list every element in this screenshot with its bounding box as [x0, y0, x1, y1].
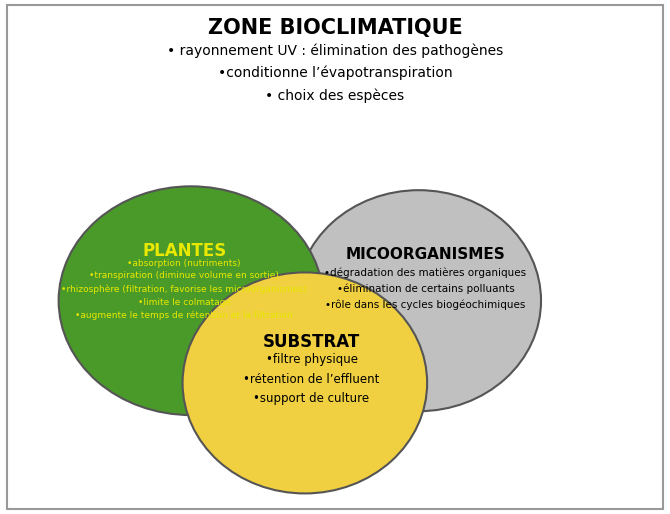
Text: •dégradation des matières organiques
•élimination de certains polluants
•rôle da: •dégradation des matières organiques •él… [324, 267, 527, 310]
Text: PLANTES: PLANTES [142, 242, 226, 260]
Ellipse shape [183, 272, 427, 493]
Text: ZONE BIOCLIMATIQUE: ZONE BIOCLIMATIQUE [208, 18, 462, 38]
Text: • choix des espèces: • choix des espèces [265, 88, 405, 103]
FancyBboxPatch shape [7, 5, 663, 509]
Text: •absorption (nutriments)
•transpiration (diminue volume en sortie)
•rhizosphère : •absorption (nutriments) •transpiration … [62, 259, 307, 321]
Text: •conditionne l’évapotranspiration: •conditionne l’évapotranspiration [218, 66, 452, 80]
Text: • rayonnement UV : élimination des pathogènes: • rayonnement UV : élimination des patho… [167, 44, 503, 58]
Ellipse shape [297, 190, 541, 411]
Text: MICOORGANISMES: MICOORGANISMES [346, 247, 505, 262]
Text: SUBSTRAT: SUBSTRAT [263, 333, 360, 351]
Ellipse shape [58, 186, 323, 415]
Text: •filtre physique
•rétention de l’effluent
•support de culture: •filtre physique •rétention de l’effluen… [243, 353, 380, 405]
